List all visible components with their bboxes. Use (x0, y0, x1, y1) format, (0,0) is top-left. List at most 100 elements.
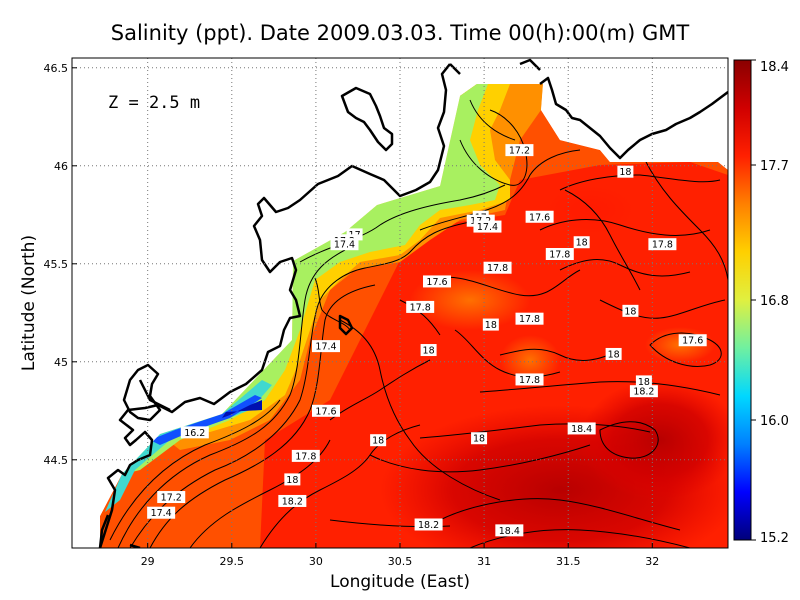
contour-label-bg (471, 432, 488, 445)
contour-label: 18.4 (499, 526, 520, 537)
depth-annotation: Z = 2.5 m (108, 93, 200, 113)
contour-label: 17.4 (315, 342, 336, 353)
contour-label-bg (525, 210, 554, 223)
contour-label-bg (678, 334, 707, 347)
contour-label-bg (573, 236, 590, 249)
sea-red-blob-ne (545, 185, 635, 235)
x-tick-label: 31.5 (556, 555, 581, 568)
contour-label-bg (311, 340, 340, 353)
contour-label: 18 (576, 238, 588, 249)
contour-label: 17.8 (487, 263, 508, 274)
contour-label-bg (284, 473, 301, 486)
contour-label-bg (495, 524, 524, 537)
contour-label-bg (291, 449, 320, 462)
x-tick-label: 29.5 (220, 555, 245, 568)
contour-label: 17.8 (519, 375, 540, 386)
grid-lines (72, 58, 728, 548)
y-axis-label: Latitude (North) (19, 235, 39, 371)
contour-label: 18 (485, 320, 497, 331)
contour-label: 17.8 (519, 314, 540, 325)
contour-label-bg (483, 261, 512, 274)
coastline (98, 58, 728, 548)
contour-label: 17.4 (151, 508, 172, 519)
contour-label: 17.8 (410, 302, 431, 313)
colorbar-tick-label: 17.7 (760, 159, 789, 174)
x-tick-label: 31 (477, 555, 491, 568)
contour-label: 17.2 (509, 146, 530, 157)
colorbar-tick-label: 16.8 (760, 294, 789, 309)
contour-label-bg (635, 375, 652, 388)
contour-label-bg (629, 385, 658, 398)
contour-label: 17.8 (652, 240, 673, 251)
contour-label: 17.6 (315, 406, 336, 417)
contour-label: 16.2 (184, 428, 205, 439)
contour-label-bg (505, 144, 534, 157)
sea-orange-blob-c (500, 335, 560, 385)
y-tick-label: 45.5 (44, 258, 69, 271)
colorbar-tick-label: 15.2 (760, 531, 789, 546)
x-tick-label: 32 (645, 555, 659, 568)
y-tick-label: 46.5 (44, 62, 69, 75)
contour-label: 18 (372, 436, 384, 447)
x-tick-label: 30 (309, 555, 323, 568)
plot-area: 17.2181717.217.417.61717.217.41817.817.8… (72, 58, 728, 548)
contour-label: 17.2 (161, 493, 182, 504)
contour-label-bg (180, 426, 209, 439)
x-axis-ticks: 29 29.5 30 30.5 31 31.5 32 (141, 543, 659, 568)
sea-green-coastal-band (120, 84, 500, 475)
contour-label-bg (414, 518, 443, 531)
contour-label: 18.2 (633, 387, 654, 398)
contour-lines (109, 99, 728, 548)
contour-label-bg (311, 404, 340, 417)
colorbar-ticks: 15.2 16.0 16.8 17.7 18.4 (751, 59, 789, 546)
contour-label: 17.6 (682, 336, 703, 347)
contour-label-bg (545, 248, 574, 260)
colorbar-gradient (733, 59, 752, 541)
contour-label-bg (157, 491, 186, 504)
contour-label: 17.6 (529, 212, 550, 223)
contour-label: 17.8 (549, 250, 570, 261)
y-tick-label: 44.5 (44, 454, 69, 467)
contour-label: 17.4 (477, 222, 498, 233)
contour-label: 17.4 (334, 240, 355, 251)
y-tick-label: 45 (54, 356, 68, 369)
colorbar-tick-label: 18.4 (760, 60, 789, 75)
contour-label-bg (622, 304, 639, 317)
contour-label-bg (648, 238, 677, 251)
contour-label-bg (370, 434, 387, 447)
contour-label: 18 (608, 349, 620, 360)
contour-label: 18.2 (418, 520, 439, 531)
contour-label-bg (423, 275, 452, 288)
contour-label: 18.2 (282, 496, 303, 507)
contour-label-bg (482, 318, 499, 331)
contour-label: 18 (286, 475, 298, 486)
x-tick-label: 29 (141, 555, 155, 568)
contour-label-bg (330, 238, 359, 251)
sea-deep-red-east (580, 380, 728, 500)
sea-dark-blue-patch (222, 400, 262, 418)
x-axis-label: Longitude (East) (330, 572, 470, 592)
y-tick-label: 46 (54, 160, 68, 173)
contour-label: 18 (624, 306, 636, 317)
contour-label: 17.8 (295, 451, 316, 462)
contour-label-bg (406, 300, 435, 313)
contour-label-bg (617, 165, 634, 178)
contour-label: 17.6 (426, 277, 447, 288)
contour-label-bg (278, 494, 307, 507)
x-tick-label: 30.5 (388, 555, 413, 568)
contour-label: 18.4 (571, 424, 592, 435)
contour-label-bg (420, 344, 437, 357)
contour-label-bg (605, 347, 622, 360)
contour-label-bg (515, 373, 544, 386)
y-axis-ticks: 44.5 45 45.5 46 46.5 (44, 62, 77, 467)
contour-label: 18 (423, 346, 435, 357)
contour-label-bg (473, 220, 502, 233)
contour-label: 18 (638, 377, 650, 388)
colorbar-tick-label: 16.0 (760, 414, 789, 429)
contour-label-bg (515, 312, 544, 325)
contour-label: 18 (473, 434, 485, 445)
colorbar: 15.2 16.0 16.8 17.7 18.4 (733, 59, 789, 546)
contour-label-bg (147, 506, 176, 519)
contour-label: 18 (619, 167, 631, 178)
